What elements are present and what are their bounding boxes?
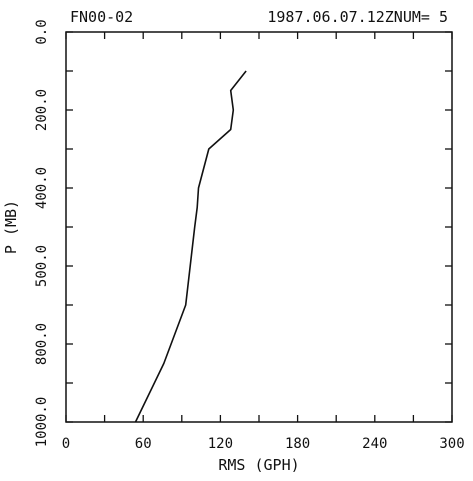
minor-ticks [65, 31, 453, 423]
y-axis-label: P (MB) [2, 200, 20, 254]
x-tick-label: 240 [362, 436, 387, 452]
y-tick-label: 500.0 [34, 245, 50, 287]
y-tick-label: 200.0 [34, 89, 50, 131]
series-line [134, 70, 247, 423]
x-tick-label: 300 [439, 436, 464, 452]
x-tick-label: 180 [285, 436, 310, 452]
y-tick-label: 0.0 [34, 19, 50, 44]
y-tick-label: 1000.0 [34, 397, 50, 448]
y-tick-label: 800.0 [34, 323, 50, 365]
x-tick-labels: 0 60 120 180 240 300 [62, 436, 465, 452]
y-tick-labels: 0.0 200.0 400.0 500.0 800.0 1000.0 [34, 19, 50, 447]
chart-title-right: 1987.06.07.12ZNUM= 5 [267, 8, 448, 26]
x-tick-label: 60 [135, 436, 152, 452]
x-tick-label: 0 [62, 436, 70, 452]
y-tick-label: 400.0 [34, 167, 50, 209]
series-group [134, 70, 247, 423]
chart-title-left: FN00-02 [70, 8, 133, 26]
x-axis-label: RMS (GPH) [218, 456, 299, 474]
x-tick-label: 120 [208, 436, 233, 452]
plot-frame [65, 31, 453, 423]
